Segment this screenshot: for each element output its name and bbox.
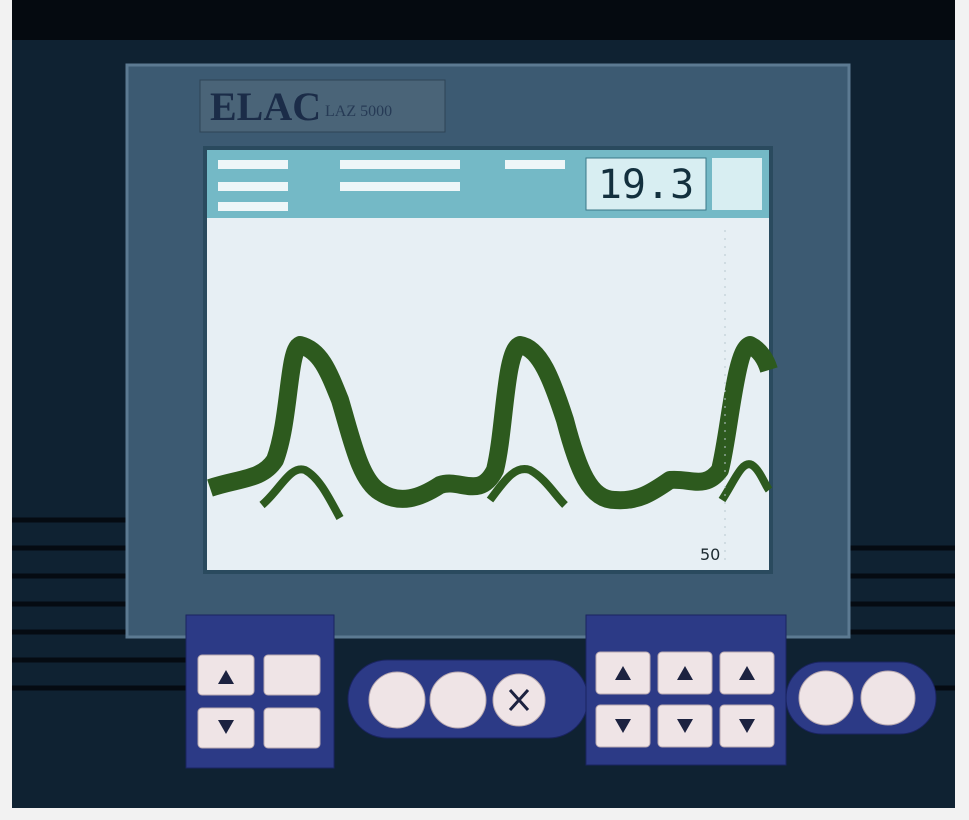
unit-box <box>712 158 762 210</box>
model: LAZ 5000 <box>325 103 392 120</box>
round-button[interactable] <box>430 672 486 728</box>
round-button[interactable] <box>861 671 915 725</box>
page: {"device": {"brand": "ELAC", "model": "L… <box>0 0 969 820</box>
photo-border <box>0 0 12 820</box>
photo-border <box>955 0 969 820</box>
round-button[interactable] <box>369 672 425 728</box>
housing-top <box>0 0 969 40</box>
photo-border <box>0 808 969 820</box>
device-photo: ELAC LAZ 5000 19.3 50 <box>0 0 969 820</box>
button[interactable] <box>264 708 320 748</box>
round-button[interactable] <box>799 671 853 725</box>
brand: ELAC <box>210 84 321 129</box>
button[interactable] <box>264 655 320 695</box>
depth-reading: 19.3 <box>598 162 694 208</box>
scale-label: 50 <box>700 545 720 564</box>
